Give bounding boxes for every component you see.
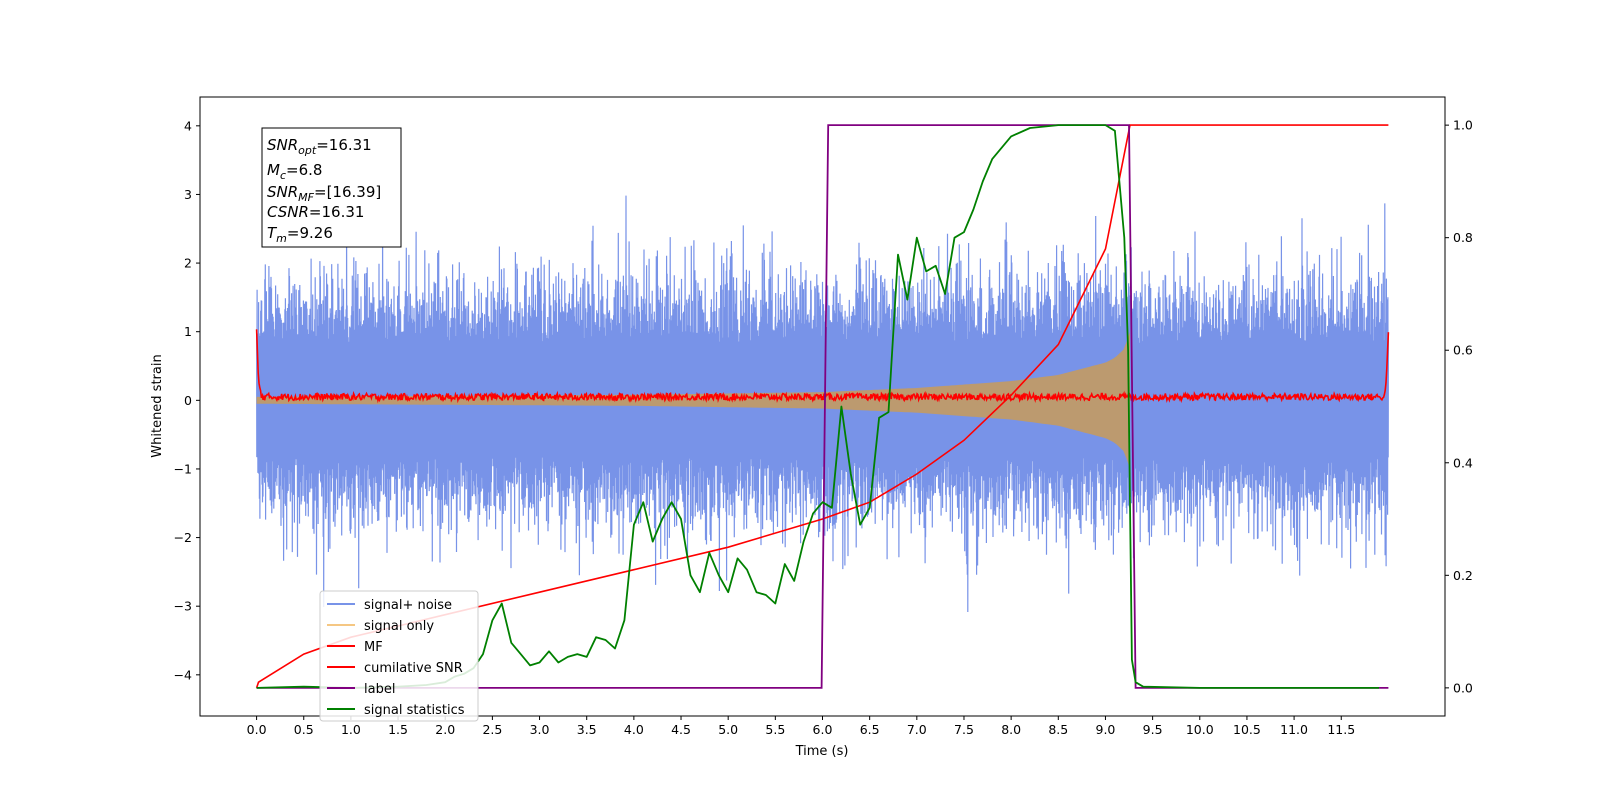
x-axis-label: Time (s) — [795, 744, 849, 759]
info-tm: Tm=9.26 — [267, 224, 333, 245]
signal-statistics-series — [256, 124, 1379, 689]
x-tick-label: 5.5 — [765, 722, 785, 737]
x-tick-label: 5.0 — [718, 722, 738, 737]
signal-only-series — [256, 331, 1131, 469]
x-tick-label: 8.0 — [1001, 722, 1021, 737]
y2-tick-label: 0.2 — [1453, 568, 1473, 583]
x-tick-label: 10.0 — [1186, 722, 1214, 737]
x-tick-label: 11.0 — [1280, 722, 1308, 737]
y-tick-label: 3 — [184, 187, 192, 202]
y-tick-label: 2 — [184, 256, 192, 271]
y2-tick-label: 0.8 — [1453, 230, 1473, 245]
y2-tick-label: 0.4 — [1453, 455, 1473, 470]
x-tick-label: 6.5 — [860, 722, 880, 737]
y-axis-label: Whitened strain — [150, 354, 165, 457]
x-tick-label: 4.0 — [624, 722, 644, 737]
x-tick-label: 10.5 — [1233, 722, 1261, 737]
legend-entry-signal-only: signal only — [364, 619, 434, 634]
y2-tick-label: 0.0 — [1453, 680, 1473, 695]
x-tick-label: 6.0 — [813, 722, 833, 737]
mf-series — [255, 329, 1390, 404]
x-tick-label: 1.5 — [388, 722, 408, 737]
legend: signal+ noise signal only MF cumilative … — [319, 590, 479, 722]
legend-entry-signal-statistics: signal statistics — [364, 703, 465, 718]
y-tick-label: 1 — [184, 324, 192, 339]
info-box: SNRopt=16.31 Mc=6.8 SNRMF=[16.39] CSNR=1… — [261, 127, 402, 248]
x-tick-label: 0.5 — [294, 722, 314, 737]
y-tick-label: 0 — [184, 393, 192, 408]
x-tick-label: 7.0 — [907, 722, 927, 737]
legend-entry-cumulative-snr: cumilative SNR — [364, 661, 463, 676]
x-tick-label: 9.0 — [1096, 722, 1116, 737]
x-tick-label: 2.5 — [482, 722, 502, 737]
y-tick-label: −1 — [174, 461, 192, 476]
signal-noise-series — [256, 195, 1389, 613]
x-tick-label: 8.5 — [1048, 722, 1068, 737]
info-snr-mf: SNRMF=[16.39] — [267, 183, 381, 204]
x-tick-label: 0.0 — [247, 722, 267, 737]
y2-tick-label: 1.0 — [1453, 118, 1473, 133]
x-axis-ticks: 0.0 0.5 1.0 1.5 2.0 2.5 3.0 3.5 4.0 4.5 5.0 5.5 6.0 6… — [247, 716, 1355, 737]
info-snr-opt: SNRopt=16.31 — [267, 136, 372, 157]
legend-entry-mf: MF — [364, 640, 383, 655]
x-tick-label: 3.5 — [577, 722, 597, 737]
y-tick-label: 4 — [184, 118, 192, 133]
x-tick-label: 4.5 — [671, 722, 691, 737]
x-tick-label: 7.5 — [954, 722, 974, 737]
legend-entry-signal-noise: signal+ noise — [364, 598, 452, 613]
y-tick-label: −4 — [174, 667, 192, 682]
x-tick-label: 1.0 — [341, 722, 361, 737]
y-axis-ticks: 4 3 2 1 0 −1 −2 −3 −4 — [174, 118, 200, 682]
x-tick-label: 2.0 — [435, 722, 455, 737]
x-tick-label: 11.5 — [1327, 722, 1355, 737]
y-tick-label: −3 — [174, 599, 192, 614]
x-tick-label: 9.5 — [1143, 722, 1163, 737]
info-csnr: CSNR=16.31 — [267, 203, 364, 221]
y2-axis-ticks: 1.0 0.8 0.6 0.4 0.2 0.0 — [1445, 118, 1473, 695]
legend-entry-label: label — [364, 682, 395, 697]
y-tick-label: −2 — [174, 530, 192, 545]
x-tick-label: 3.0 — [530, 722, 550, 737]
y2-tick-label: 0.6 — [1453, 343, 1473, 358]
info-mc: Mc=6.8 — [267, 161, 322, 182]
